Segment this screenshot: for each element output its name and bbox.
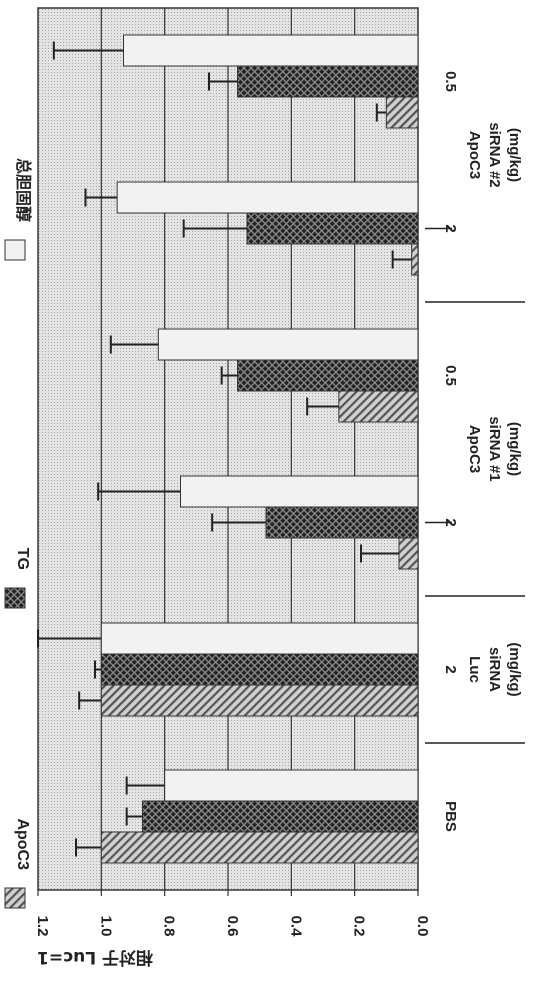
bar-总胆固醇 bbox=[157, 328, 419, 361]
y-tick-label: 0.8 bbox=[161, 916, 178, 937]
y-tick-label: 0.4 bbox=[287, 916, 304, 938]
bar-总胆固醇 bbox=[116, 181, 419, 214]
group-label: siRNA bbox=[486, 647, 503, 692]
bar-ApoC3 bbox=[385, 96, 419, 129]
category-label: 0.5 bbox=[442, 71, 459, 92]
group-label: (mg/kg) bbox=[506, 422, 523, 476]
bar-总胆固醇 bbox=[123, 34, 419, 67]
y-tick-label: 0.6 bbox=[224, 916, 241, 937]
title-layer: 相对于 Luc=1 bbox=[37, 947, 153, 968]
y-tick-label: 0.2 bbox=[351, 916, 368, 937]
ticks-layer: 0.0 0.2 0.4 0.6 0.8 1.0 1.2 bbox=[34, 916, 431, 938]
group-label: ApoC3 bbox=[466, 131, 483, 179]
group-label: siRNA #2 bbox=[486, 122, 503, 187]
bar-ApoC3 bbox=[338, 390, 419, 423]
group-label: (mg/kg) bbox=[506, 128, 523, 182]
bar-总胆固醇 bbox=[180, 475, 419, 508]
bar-ApoC3 bbox=[398, 537, 419, 570]
bar-TG bbox=[246, 212, 419, 245]
group-label: (mg/kg) bbox=[506, 642, 523, 696]
legend-swatch-ApoC3 bbox=[4, 887, 26, 909]
bar-ApoC3 bbox=[411, 243, 419, 276]
bar-TG bbox=[265, 506, 419, 539]
category-label: 2 bbox=[442, 665, 459, 673]
legend-label: TG bbox=[14, 548, 31, 570]
bar-总胆固醇 bbox=[164, 769, 419, 802]
bar-TG bbox=[237, 65, 419, 98]
bar-ApoC3 bbox=[100, 684, 419, 717]
legend-swatch-TG bbox=[4, 587, 26, 609]
bar-TG bbox=[142, 800, 419, 833]
group-label: ApoC3 bbox=[466, 425, 483, 473]
legend-layer: ApoC3 TG 总胆固醇 bbox=[4, 158, 33, 909]
y-tick-label: 0.0 bbox=[414, 916, 431, 937]
category-label: 0.5 bbox=[442, 365, 459, 386]
group-label: Luc bbox=[466, 656, 483, 683]
bar-总胆固醇 bbox=[100, 622, 419, 655]
legend-label: ApoC3 bbox=[14, 818, 31, 870]
y-axis-title: 相对于 Luc=1 bbox=[37, 947, 153, 968]
legend-label: 总胆固醇 bbox=[14, 158, 33, 222]
bars-layer bbox=[37, 34, 419, 864]
y-tick-label: 1.2 bbox=[34, 916, 51, 937]
y-tick-label: 1.0 bbox=[97, 916, 114, 937]
legend-swatch-总胆固醇 bbox=[4, 239, 26, 261]
group-label: siRNA #1 bbox=[486, 416, 503, 481]
bar-TG bbox=[100, 653, 419, 686]
bar-TG bbox=[237, 359, 419, 392]
bar-ApoC3 bbox=[100, 831, 419, 864]
plot-area bbox=[37, 7, 419, 896]
category-label: PBS bbox=[442, 801, 459, 832]
